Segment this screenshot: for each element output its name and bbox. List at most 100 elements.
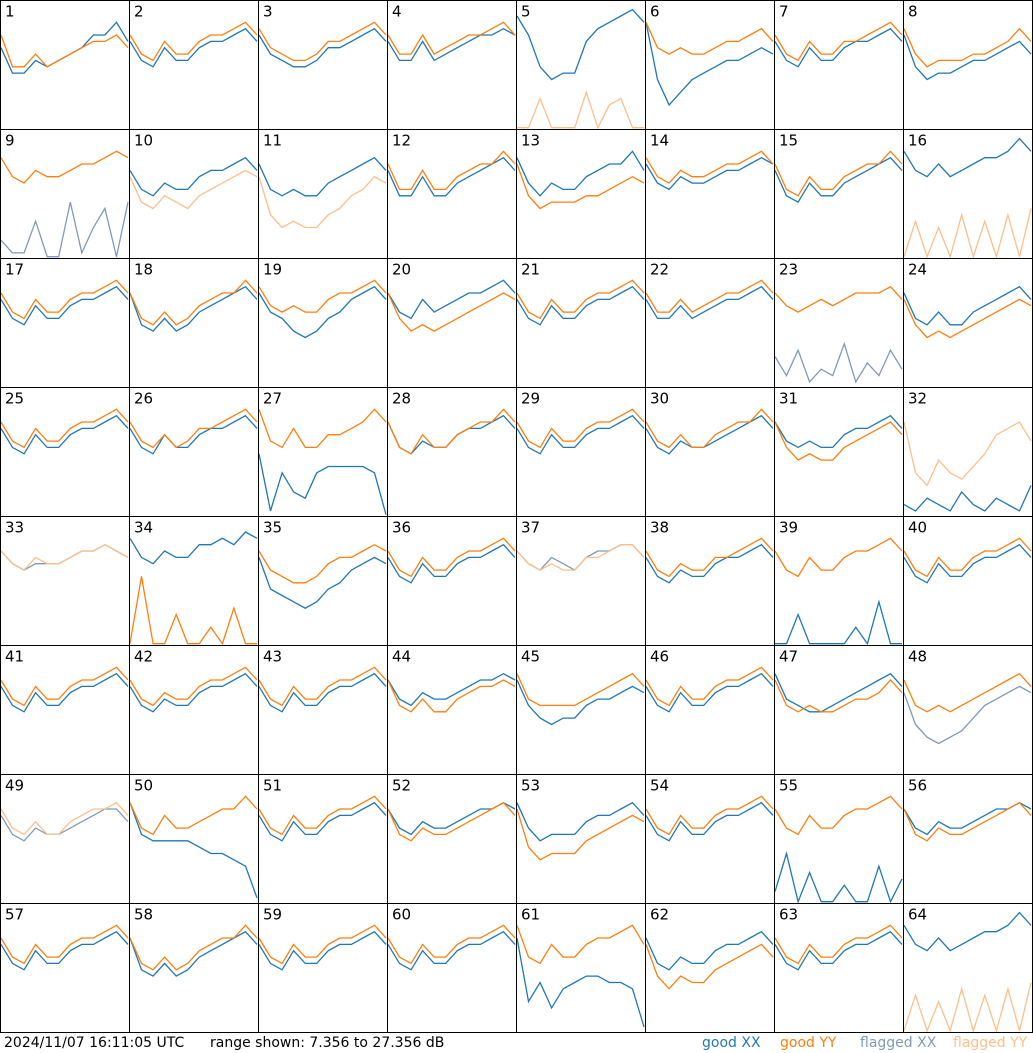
trace-yy xyxy=(903,208,1032,259)
trace-yy xyxy=(387,679,516,713)
panel-label: 61 xyxy=(521,906,540,924)
trace-xx xyxy=(129,156,258,197)
trace-yy xyxy=(0,924,129,965)
panel-label: 56 xyxy=(908,777,927,795)
trace-xx xyxy=(774,851,903,904)
panel-label: 42 xyxy=(134,648,153,666)
panel-label: 37 xyxy=(521,519,540,537)
trace-xx xyxy=(516,8,645,81)
panel-label: 62 xyxy=(650,906,669,924)
panel-label: 3 xyxy=(263,3,273,21)
trace-yy xyxy=(129,924,258,971)
panel-label: 13 xyxy=(521,132,540,150)
trace-yy xyxy=(387,408,516,455)
trace-xx xyxy=(129,27,258,68)
panel-label: 50 xyxy=(134,777,153,795)
legend: good XX good YY flagged XX flagged YY xyxy=(702,1035,1028,1051)
trace-xx xyxy=(387,543,516,584)
trace-xx xyxy=(258,156,387,197)
trace-xx xyxy=(775,599,902,646)
range-label: range shown: 7.356 to 27.356 dB xyxy=(210,1035,444,1051)
trace-xx xyxy=(903,685,1032,745)
panel: 29 xyxy=(516,387,646,517)
panel-label: 36 xyxy=(392,519,411,537)
trace-yy xyxy=(387,292,516,332)
trace-yy xyxy=(387,924,516,965)
trace-xx xyxy=(258,453,387,515)
panel: 63 xyxy=(774,903,904,1033)
trace-xx xyxy=(516,285,645,326)
panel-label: 59 xyxy=(263,906,282,924)
trace-yy xyxy=(516,808,645,861)
trace-xx xyxy=(129,802,258,899)
trace-xx xyxy=(774,672,903,713)
panel-label: 25 xyxy=(5,390,24,408)
trace-yy xyxy=(258,666,387,707)
legend-entry: good YY xyxy=(780,1035,837,1051)
trace-yy xyxy=(645,666,774,707)
trace-xx xyxy=(903,485,1032,512)
trace-yy xyxy=(517,90,644,130)
trace-yy xyxy=(774,21,903,62)
panel-label: 8 xyxy=(908,3,918,21)
legend-entry: good XX xyxy=(702,1035,761,1051)
trace-xx xyxy=(387,27,516,62)
panel-label: 31 xyxy=(779,390,798,408)
panel-label: 35 xyxy=(263,519,282,537)
trace-yy xyxy=(774,421,903,461)
trace-xx xyxy=(645,543,774,584)
trace-yy xyxy=(516,924,645,965)
panel-label: 12 xyxy=(392,132,411,150)
trace-yy xyxy=(129,666,258,707)
panel-label: 27 xyxy=(263,390,282,408)
panel-label: 2 xyxy=(134,3,144,21)
panel-label: 38 xyxy=(650,519,669,537)
trace-yy xyxy=(645,408,774,449)
panel-label: 29 xyxy=(521,390,540,408)
panel-label: 54 xyxy=(650,777,669,795)
trace-xx xyxy=(516,937,645,1028)
trace-xx xyxy=(387,156,516,197)
trace-xx xyxy=(903,911,1032,952)
trace-xx xyxy=(0,285,129,326)
panel: 20 xyxy=(387,258,517,388)
trace-xx xyxy=(258,27,387,68)
trace-yy xyxy=(516,279,645,320)
panel-label: 60 xyxy=(392,906,411,924)
panel-label: 49 xyxy=(5,777,24,795)
trace-yy xyxy=(387,21,516,55)
trace-yy xyxy=(0,150,129,184)
trace-yy xyxy=(903,298,1032,339)
trace-xx xyxy=(903,137,1032,178)
trace-yy xyxy=(258,795,387,836)
panel-label: 57 xyxy=(5,906,24,924)
panel-label: 4 xyxy=(392,3,402,21)
trace-yy xyxy=(129,408,258,449)
panel-label: 55 xyxy=(779,777,798,795)
panel-label: 17 xyxy=(5,261,24,279)
trace-yy xyxy=(903,672,1032,713)
trace-xx xyxy=(258,930,387,971)
trace-xx xyxy=(387,279,516,320)
trace-yy xyxy=(258,543,387,584)
trace-yy xyxy=(903,27,1032,68)
trace-xx xyxy=(0,672,129,713)
trace-xx xyxy=(645,414,774,455)
trace-yy xyxy=(129,21,258,62)
panel-label: 34 xyxy=(134,519,153,537)
trace-xx xyxy=(645,672,774,713)
trace-yy xyxy=(516,544,645,571)
trace-xx xyxy=(774,930,903,971)
trace-yy xyxy=(645,22,774,55)
trace-xx xyxy=(903,543,1032,584)
panel-label: 45 xyxy=(521,648,540,666)
panel-label: 33 xyxy=(5,519,24,537)
trace-yy xyxy=(258,408,387,449)
panel-label: 24 xyxy=(908,261,927,279)
trace-xx xyxy=(774,27,903,68)
trace-xx xyxy=(645,22,774,107)
panel-label: 11 xyxy=(263,132,282,150)
trace-yy xyxy=(387,801,516,842)
panel-label: 10 xyxy=(134,132,153,150)
